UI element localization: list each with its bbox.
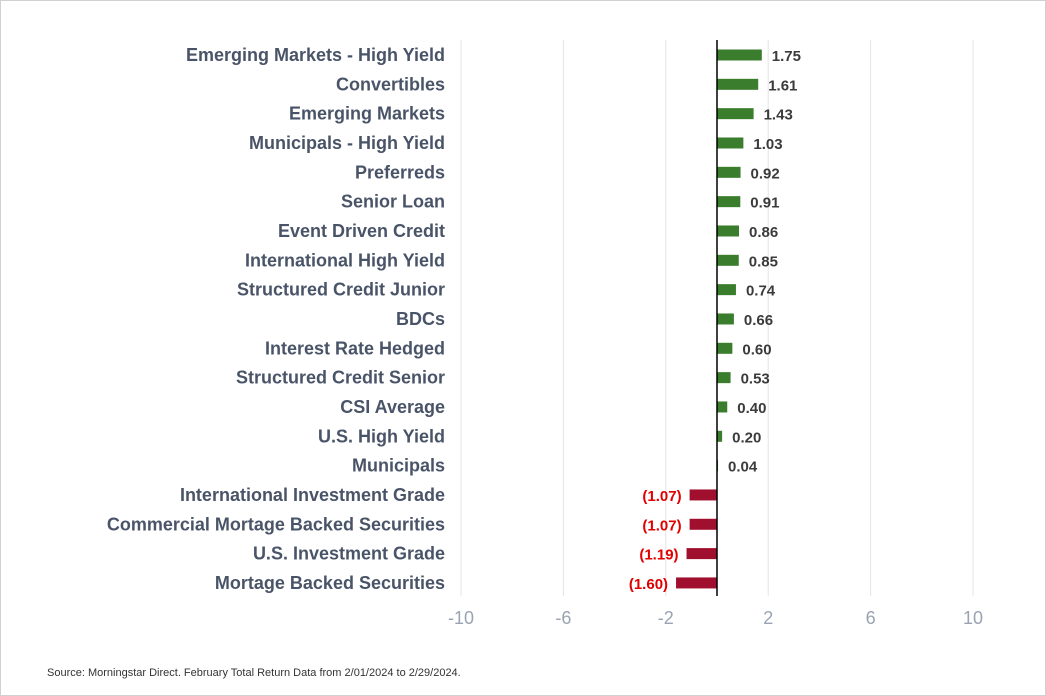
source-note: Source: Morningstar Direct. February Tot… <box>47 667 461 679</box>
data-label: 1.03 <box>753 136 782 153</box>
category-label: BDCs <box>396 309 445 329</box>
data-label: 1.61 <box>768 77 797 94</box>
data-label: 0.04 <box>728 459 758 476</box>
x-tick-label: -2 <box>658 608 674 628</box>
category-label: U.S. Investment Grade <box>253 544 445 564</box>
category-label: Preferreds <box>355 162 445 182</box>
bar <box>689 489 717 501</box>
category-label: Event Driven Credit <box>278 221 445 241</box>
data-label: 1.75 <box>772 48 801 65</box>
category-label: Interest Rate Hedged <box>265 338 445 358</box>
bar <box>717 225 740 237</box>
bar <box>717 108 754 120</box>
bar <box>717 372 731 384</box>
category-label: CSI Average <box>340 397 445 417</box>
category-label: Emerging Markets <box>289 104 445 124</box>
data-label: 0.60 <box>742 341 771 358</box>
value-labels: 1.75 1.61 1.43 1.03 0.92 0.91 0.86 0.85 0.74 0.66… <box>629 48 801 593</box>
category-label: U.S. High Yield <box>318 426 445 446</box>
category-label: Emerging Markets - High Yield <box>186 45 445 65</box>
category-label: Commercial Mortage Backed Securities <box>107 514 445 534</box>
bar <box>717 284 736 296</box>
bar <box>717 313 734 325</box>
category-label: International High Yield <box>245 250 445 270</box>
data-label: 0.40 <box>737 400 766 417</box>
data-label: 1.43 <box>764 107 793 124</box>
bar <box>717 166 741 178</box>
category-label: Convertibles <box>336 74 445 94</box>
bar <box>717 342 733 354</box>
category-label: Senior Loan <box>341 192 445 212</box>
bars <box>676 49 762 589</box>
x-tick-label: -6 <box>555 608 571 628</box>
data-label: 0.53 <box>741 371 770 388</box>
data-label: 0.66 <box>744 312 773 329</box>
data-label: (1.19) <box>639 547 678 564</box>
bar <box>717 430 723 442</box>
x-axis-ticks: -10 -6 -2 2 6 10 <box>448 608 983 628</box>
data-label: 0.86 <box>749 224 778 241</box>
x-tick-label: 10 <box>963 608 983 628</box>
category-label: Structured Credit Senior <box>236 368 445 388</box>
x-tick-label: 6 <box>866 608 876 628</box>
data-label: 0.74 <box>746 283 776 300</box>
x-tick-label: 2 <box>763 608 773 628</box>
bar <box>717 196 741 208</box>
bar <box>686 548 717 560</box>
bar <box>717 254 739 266</box>
category-label: Mortage Backed Securities <box>215 573 445 593</box>
data-label: 0.92 <box>751 165 780 182</box>
category-label: International Investment Grade <box>180 485 445 505</box>
bar <box>689 518 717 530</box>
category-label: Municipals <box>352 456 445 476</box>
bar <box>676 577 717 589</box>
category-label: Structured Credit Junior <box>237 280 445 300</box>
data-label: 0.91 <box>750 195 779 212</box>
bar <box>717 401 728 413</box>
data-label: (1.07) <box>642 488 681 505</box>
x-tick-label: -10 <box>448 608 474 628</box>
data-label: (1.07) <box>642 517 681 534</box>
data-label: (1.60) <box>629 576 668 593</box>
grid-lines <box>460 40 974 596</box>
category-labels: Emerging Markets - High Yield Convertible… <box>107 45 445 593</box>
bar <box>717 137 744 149</box>
bar <box>717 49 762 61</box>
data-label: 0.85 <box>749 253 778 270</box>
category-label: Municipals - High Yield <box>249 133 445 153</box>
bar <box>717 78 759 90</box>
data-label: 0.20 <box>732 429 761 446</box>
